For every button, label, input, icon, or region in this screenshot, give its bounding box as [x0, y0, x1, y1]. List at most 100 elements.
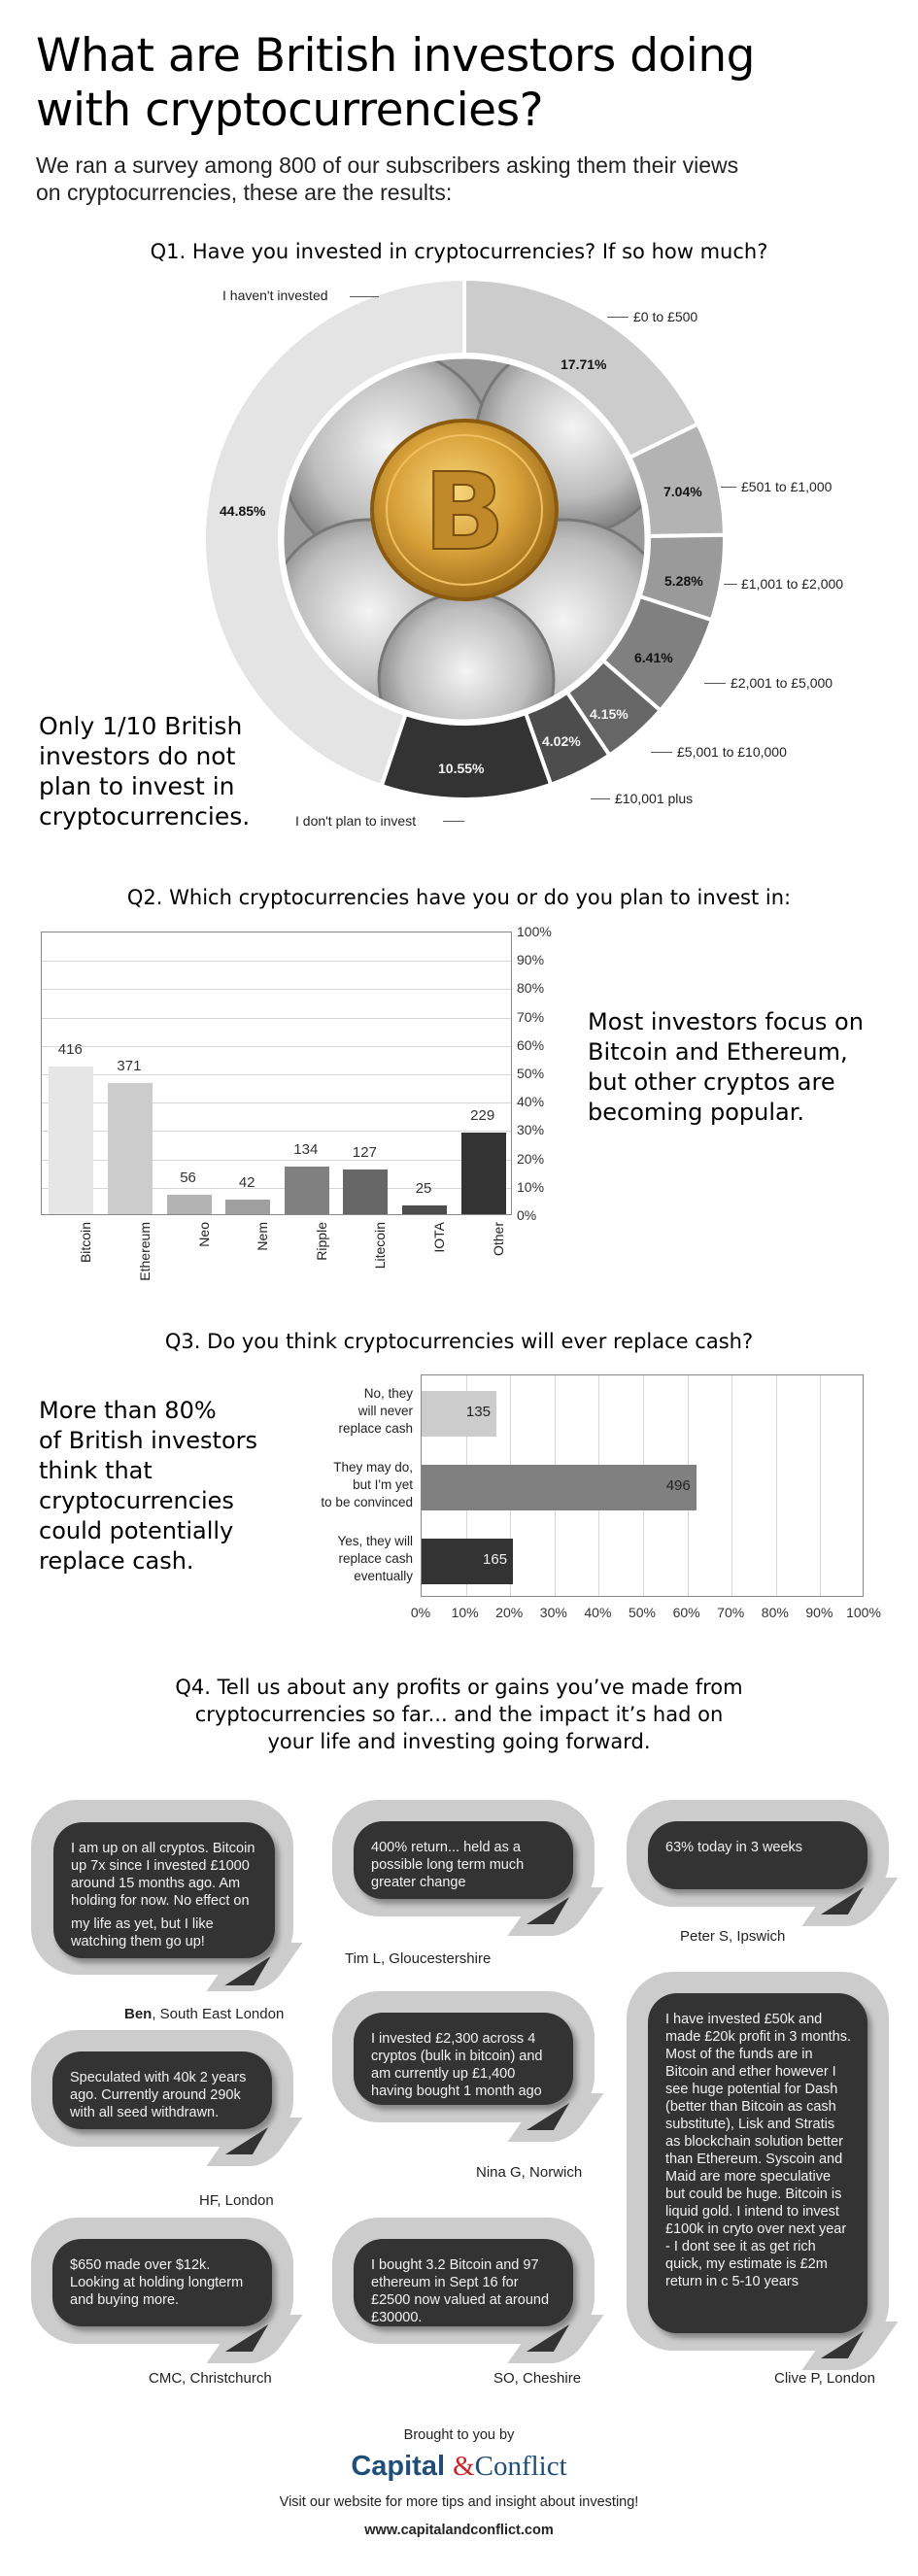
- q4-title-line: cryptocurrencies so far... and the impac…: [194, 1703, 724, 1726]
- callout-line: investors do not: [39, 742, 236, 770]
- gridline: [42, 1074, 511, 1075]
- subtitle-line-1: We ran a survey among 800 of our subscri…: [36, 153, 739, 178]
- y-tick-label: 20%: [517, 1150, 545, 1167]
- testimonial-bubble: I have invested £50k and made £20k profi…: [648, 1993, 867, 2333]
- brand-ampersand: &: [453, 2451, 475, 2482]
- q1-label-10001-plus: £10,001 plus: [615, 791, 694, 806]
- leader-line: [651, 752, 672, 753]
- x-tick-label: 60%: [672, 1605, 700, 1620]
- gridline: [42, 1102, 511, 1104]
- testimonial-author: Tim L, Gloucestershire: [345, 1950, 492, 1967]
- brand-conflict: Conflict: [474, 2451, 567, 2482]
- q1-pct-not-invested: 44.85%: [220, 503, 266, 519]
- testimonial-author-ben: Ben, South East London: [124, 2006, 284, 2022]
- gridline: [731, 1375, 733, 1596]
- bar-value-label: 416: [57, 1041, 83, 1059]
- bar-value-label: 229: [470, 1107, 495, 1125]
- callout-line: More than 80%: [39, 1397, 217, 1424]
- q1-pct-1001-2000: 5.28%: [664, 573, 703, 589]
- testimonial-text: I am up on all cryptos. Bitcoin up 7x si…: [71, 1841, 255, 1909]
- footer-tagline: Visit our website for more tips and insi…: [279, 2494, 639, 2510]
- brand-logo[interactable]: Capital &Conflict: [0, 2449, 918, 2484]
- bar-value-label: 25: [415, 1179, 432, 1197]
- gridline: [42, 1131, 511, 1133]
- q2-bar-chart: [41, 932, 512, 1215]
- callout-line: becoming popular.: [588, 1099, 805, 1126]
- x-category-label: Other: [490, 1222, 506, 1257]
- x-tick-label: 90%: [805, 1605, 833, 1620]
- y-tick-label: 90%: [517, 952, 545, 968]
- x-category-label: Ripple: [313, 1222, 329, 1261]
- y-tick-label: 10%: [517, 1178, 545, 1195]
- donut-segment: [379, 710, 554, 801]
- title-line-1: What are British investors doing: [36, 29, 755, 83]
- testimonial-bubble: I invested £2,300 across 4 cryptos (bulk…: [354, 2013, 573, 2105]
- q1-pct-501-1000: 7.04%: [663, 484, 702, 499]
- hbar-value-label: 496: [665, 1477, 691, 1494]
- y-category-label: No, they will never replace cash: [338, 1386, 413, 1436]
- hbar-value-label: 165: [483, 1551, 508, 1568]
- q1-callout: Only 1/10 British investors do not plan …: [39, 711, 250, 831]
- x-tick-label: 50%: [628, 1605, 657, 1620]
- x-category-label: Bitcoin: [78, 1222, 94, 1264]
- y-tick-label: 60%: [517, 1036, 545, 1053]
- donut-segments: [202, 276, 727, 801]
- q1-pct-10001-plus: 4.02%: [542, 733, 581, 749]
- y-category-label: Yes, they will replace cash eventually: [337, 1534, 413, 1583]
- bar-ethereum: [107, 1082, 153, 1214]
- y-tick-label: 100%: [517, 924, 552, 939]
- q1-donut-chart: B: [202, 276, 727, 801]
- q3-title: Q3. Do you think cryptocurrencies will e…: [164, 1330, 754, 1353]
- x-tick-label: 20%: [495, 1605, 524, 1620]
- testimonial-bubble-ben: I am up on all cryptos. Bitcoin up 7x si…: [53, 1822, 275, 1958]
- gridline: [820, 1375, 822, 1596]
- q1-label-1001-2000: £1,001 to £2,000: [741, 576, 844, 592]
- bar-litecoin: [343, 1169, 389, 1214]
- testimonial-author: SO, Cheshire: [493, 2370, 582, 2387]
- leader-line: [350, 296, 379, 297]
- leader-line: [724, 584, 737, 585]
- x-category-label: Litecoin: [372, 1222, 389, 1270]
- bar-value-label: 56: [180, 1169, 196, 1186]
- gridline: [42, 961, 511, 963]
- x-tick-label: 70%: [717, 1605, 745, 1620]
- q1-pct-dont-plan: 10.55%: [438, 761, 485, 776]
- testimonial-author: CMC, Christchurch: [149, 2370, 272, 2387]
- y-category-label: They may do, but I'm yet to be convinced: [321, 1460, 413, 1509]
- y-tick-label: 0%: [517, 1207, 537, 1223]
- testimonial-bubble: 63% today in 3 weeks: [648, 1821, 867, 1889]
- callout-line: of British investors: [39, 1427, 257, 1454]
- q1-label-2001-5000: £2,001 to £5,000: [731, 675, 833, 691]
- gridline: [42, 1045, 511, 1047]
- q1-label-0-500: £0 to £500: [633, 309, 698, 324]
- callout-line: cryptocurrencies.: [39, 802, 251, 830]
- website-link[interactable]: www.capitalandconflict.com: [364, 2523, 554, 2538]
- q1-label-5001-10000: £5,001 to £10,000: [677, 744, 787, 760]
- x-category-label: Nem: [255, 1222, 271, 1251]
- testimonial-author: HF, London: [199, 2192, 274, 2209]
- leader-line: [721, 487, 736, 488]
- x-tick-label: 40%: [584, 1605, 612, 1620]
- y-tick-label: 30%: [517, 1122, 545, 1138]
- hbar: 496: [422, 1465, 697, 1510]
- callout-line: cryptocurrencies: [39, 1487, 234, 1514]
- testimonial-text: my life as yet, but I like watching them…: [71, 1916, 214, 1949]
- q3-hbar-chart: 135 496 165: [421, 1374, 864, 1597]
- hbar-value-label: 135: [465, 1404, 491, 1420]
- bar-neo: [166, 1194, 212, 1214]
- gridline: [42, 989, 511, 991]
- x-tick-label: 0%: [410, 1605, 431, 1620]
- x-tick-label: 30%: [539, 1605, 567, 1620]
- testimonial-author: Clive P, London: [774, 2370, 875, 2387]
- page-title: What are British investors doing with cr…: [36, 29, 891, 138]
- y-tick-label: 70%: [517, 1008, 545, 1025]
- callout-line: could potentially: [39, 1517, 234, 1544]
- testimonial-bubble: 400% return... held as a possible long t…: [354, 1821, 573, 1899]
- testimonial-bubble: Speculated with 40k 2 years ago. Current…: [52, 2051, 272, 2129]
- bar-value-label: 42: [238, 1173, 255, 1191]
- q2-callout: Most investors focus on Bitcoin and Ethe…: [588, 1007, 864, 1128]
- bar-other: [460, 1133, 506, 1214]
- brand-capital: Capital: [351, 2451, 445, 2482]
- callout-line: plan to invest in: [39, 772, 235, 800]
- callout-line: replace cash.: [39, 1547, 194, 1575]
